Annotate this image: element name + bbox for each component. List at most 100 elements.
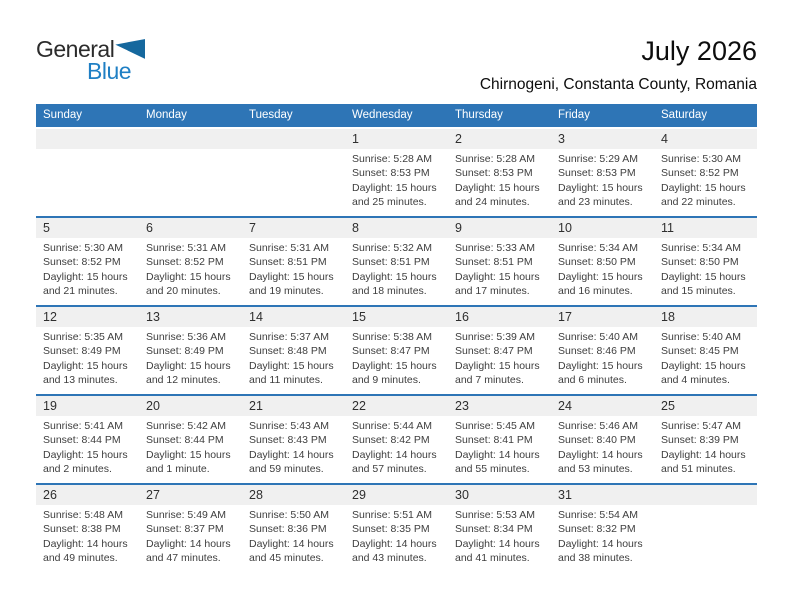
general-blue-logo: General Blue xyxy=(36,38,156,84)
calendar-empty-cell xyxy=(654,485,757,572)
sunset-text: Sunset: 8:52 PM xyxy=(661,167,739,180)
location-subtitle: Chirnogeni, Constanta County, Romania xyxy=(479,76,757,93)
day-number: 13 xyxy=(139,307,242,327)
logo-text-blue: Blue xyxy=(87,58,132,84)
sunrise-text: Sunrise: 5:32 AM xyxy=(352,242,432,254)
day-number: 17 xyxy=(551,307,654,327)
sunrise-text: Sunrise: 5:34 AM xyxy=(661,242,741,254)
day-number: 29 xyxy=(345,485,448,505)
daylight-text: Daylight: 15 hours and 11 minutes. xyxy=(249,359,334,387)
sunset-text: Sunset: 8:44 PM xyxy=(43,434,121,447)
sunrise-text: Sunrise: 5:53 AM xyxy=(455,509,535,521)
day-details: Sunrise: 5:41 AM Sunset: 8:44 PM Dayligh… xyxy=(36,416,139,477)
weekday-header-thursday: Thursday xyxy=(455,109,503,121)
calendar-day-cell: 28 Sunrise: 5:50 AM Sunset: 8:36 PM Dayl… xyxy=(242,485,345,572)
calendar-grid: 1 Sunrise: 5:28 AM Sunset: 8:53 PM Dayli… xyxy=(36,127,757,572)
daylight-text: Daylight: 15 hours and 19 minutes. xyxy=(249,270,334,298)
calendar-empty-cell xyxy=(36,129,139,216)
daylight-text: Daylight: 15 hours and 6 minutes. xyxy=(558,359,643,387)
daylight-text: Daylight: 15 hours and 20 minutes. xyxy=(146,270,231,298)
daylight-text: Daylight: 14 hours and 57 minutes. xyxy=(352,448,437,476)
daylight-text: Daylight: 15 hours and 1 minute. xyxy=(146,448,231,476)
day-details: Sunrise: 5:39 AM Sunset: 8:47 PM Dayligh… xyxy=(448,327,551,388)
sunset-text: Sunset: 8:34 PM xyxy=(455,523,533,536)
calendar-day-cell: 7 Sunrise: 5:31 AM Sunset: 8:51 PM Dayli… xyxy=(242,218,345,305)
sunrise-text: Sunrise: 5:47 AM xyxy=(661,420,741,432)
day-details: Sunrise: 5:33 AM Sunset: 8:51 PM Dayligh… xyxy=(448,238,551,299)
daylight-text: Daylight: 15 hours and 16 minutes. xyxy=(558,270,643,298)
calendar-day-cell: 11 Sunrise: 5:34 AM Sunset: 8:50 PM Dayl… xyxy=(654,218,757,305)
calendar-day-cell: 26 Sunrise: 5:48 AM Sunset: 8:38 PM Dayl… xyxy=(36,485,139,572)
sunset-text: Sunset: 8:52 PM xyxy=(43,256,121,269)
calendar-day-cell: 13 Sunrise: 5:36 AM Sunset: 8:49 PM Dayl… xyxy=(139,307,242,394)
daylight-text: Daylight: 14 hours and 43 minutes. xyxy=(352,537,437,565)
sunset-text: Sunset: 8:43 PM xyxy=(249,434,327,447)
calendar-day-cell: 5 Sunrise: 5:30 AM Sunset: 8:52 PM Dayli… xyxy=(36,218,139,305)
sunrise-text: Sunrise: 5:35 AM xyxy=(43,331,123,343)
daylight-text: Daylight: 15 hours and 18 minutes. xyxy=(352,270,437,298)
weekday-header-saturday: Saturday xyxy=(661,109,708,121)
day-details xyxy=(36,149,139,152)
sunset-text: Sunset: 8:37 PM xyxy=(146,523,224,536)
sunrise-text: Sunrise: 5:30 AM xyxy=(43,242,123,254)
day-number: 26 xyxy=(36,485,139,505)
sunset-text: Sunset: 8:50 PM xyxy=(661,256,739,269)
day-details: Sunrise: 5:46 AM Sunset: 8:40 PM Dayligh… xyxy=(551,416,654,477)
day-number: 6 xyxy=(139,218,242,238)
day-number: 8 xyxy=(345,218,448,238)
sunrise-text: Sunrise: 5:28 AM xyxy=(352,153,432,165)
sunset-text: Sunset: 8:50 PM xyxy=(558,256,636,269)
day-details: Sunrise: 5:29 AM Sunset: 8:53 PM Dayligh… xyxy=(551,149,654,210)
week-row: 19 Sunrise: 5:41 AM Sunset: 8:44 PM Dayl… xyxy=(36,394,757,483)
sunset-text: Sunset: 8:49 PM xyxy=(43,345,121,358)
day-details: Sunrise: 5:28 AM Sunset: 8:53 PM Dayligh… xyxy=(345,149,448,210)
daylight-text: Daylight: 15 hours and 22 minutes. xyxy=(661,181,746,209)
day-number: 31 xyxy=(551,485,654,505)
day-details: Sunrise: 5:32 AM Sunset: 8:51 PM Dayligh… xyxy=(345,238,448,299)
day-number: 14 xyxy=(242,307,345,327)
sunrise-text: Sunrise: 5:41 AM xyxy=(43,420,123,432)
weekday-header-sunday: Sunday xyxy=(43,109,83,121)
sunrise-text: Sunrise: 5:31 AM xyxy=(146,242,226,254)
sunrise-text: Sunrise: 5:34 AM xyxy=(558,242,638,254)
day-details: Sunrise: 5:54 AM Sunset: 8:32 PM Dayligh… xyxy=(551,505,654,566)
sunrise-text: Sunrise: 5:39 AM xyxy=(455,331,535,343)
weekday-header-friday: Friday xyxy=(558,109,590,121)
week-row: 12 Sunrise: 5:35 AM Sunset: 8:49 PM Dayl… xyxy=(36,305,757,394)
sunrise-text: Sunrise: 5:45 AM xyxy=(455,420,535,432)
calendar-day-cell: 1 Sunrise: 5:28 AM Sunset: 8:53 PM Dayli… xyxy=(345,129,448,216)
sunrise-text: Sunrise: 5:37 AM xyxy=(249,331,329,343)
sunrise-text: Sunrise: 5:51 AM xyxy=(352,509,432,521)
weekday-header-wednesday: Wednesday xyxy=(352,109,413,121)
day-number: 10 xyxy=(551,218,654,238)
daylight-text: Daylight: 15 hours and 23 minutes. xyxy=(558,181,643,209)
day-details: Sunrise: 5:53 AM Sunset: 8:34 PM Dayligh… xyxy=(448,505,551,566)
calendar-day-cell: 30 Sunrise: 5:53 AM Sunset: 8:34 PM Dayl… xyxy=(448,485,551,572)
daylight-text: Daylight: 15 hours and 7 minutes. xyxy=(455,359,540,387)
calendar-day-cell: 23 Sunrise: 5:45 AM Sunset: 8:41 PM Dayl… xyxy=(448,396,551,483)
day-details: Sunrise: 5:38 AM Sunset: 8:47 PM Dayligh… xyxy=(345,327,448,388)
sunset-text: Sunset: 8:38 PM xyxy=(43,523,121,536)
sunrise-text: Sunrise: 5:40 AM xyxy=(661,331,741,343)
sunrise-text: Sunrise: 5:29 AM xyxy=(558,153,638,165)
day-number: 27 xyxy=(139,485,242,505)
sunset-text: Sunset: 8:47 PM xyxy=(352,345,430,358)
day-number: 23 xyxy=(448,396,551,416)
calendar: Sunday Monday Tuesday Wednesday Thursday… xyxy=(36,104,757,572)
day-number: 4 xyxy=(654,129,757,149)
day-details: Sunrise: 5:47 AM Sunset: 8:39 PM Dayligh… xyxy=(654,416,757,477)
day-details: Sunrise: 5:34 AM Sunset: 8:50 PM Dayligh… xyxy=(551,238,654,299)
day-details xyxy=(242,149,345,152)
week-row: 1 Sunrise: 5:28 AM Sunset: 8:53 PM Dayli… xyxy=(36,127,757,216)
day-details: Sunrise: 5:40 AM Sunset: 8:45 PM Dayligh… xyxy=(654,327,757,388)
day-details: Sunrise: 5:40 AM Sunset: 8:46 PM Dayligh… xyxy=(551,327,654,388)
calendar-day-cell: 19 Sunrise: 5:41 AM Sunset: 8:44 PM Dayl… xyxy=(36,396,139,483)
daylight-text: Daylight: 14 hours and 41 minutes. xyxy=(455,537,540,565)
calendar-empty-cell xyxy=(242,129,345,216)
sunset-text: Sunset: 8:51 PM xyxy=(455,256,533,269)
day-number: 7 xyxy=(242,218,345,238)
weekday-header-monday: Monday xyxy=(146,109,187,121)
calendar-day-cell: 10 Sunrise: 5:34 AM Sunset: 8:50 PM Dayl… xyxy=(551,218,654,305)
day-number: 28 xyxy=(242,485,345,505)
day-number: 21 xyxy=(242,396,345,416)
